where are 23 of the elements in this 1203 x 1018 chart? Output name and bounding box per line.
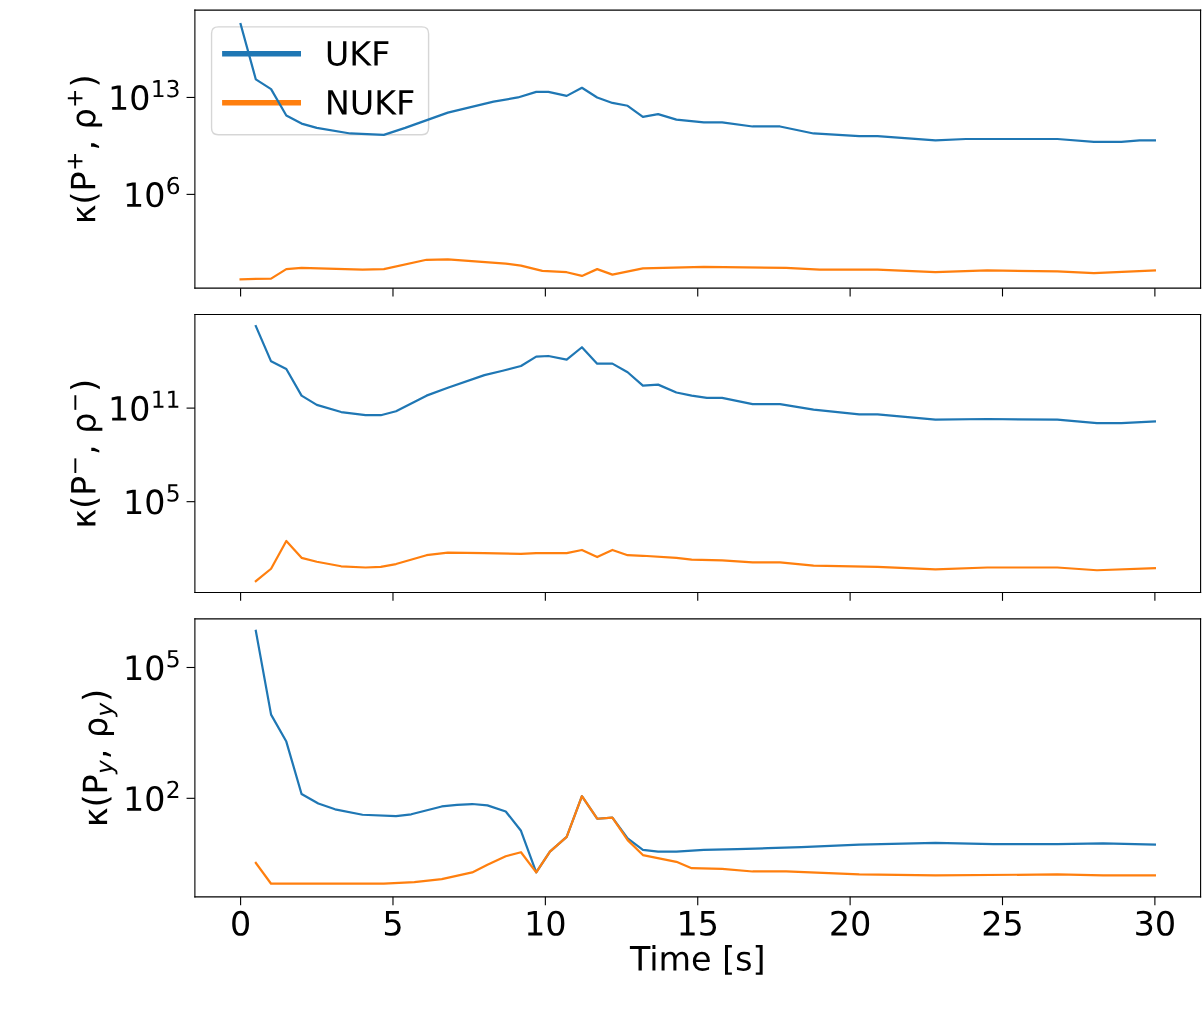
legend-label: UKF bbox=[327, 41, 389, 66]
x-tick-label: 5 bbox=[384, 911, 401, 936]
line-series bbox=[254, 325, 1156, 425]
legend-label: NUKF bbox=[328, 90, 414, 115]
line-series bbox=[239, 258, 1156, 281]
y-tick-label: 10$^{2}$ bbox=[126, 780, 179, 812]
y-tick-label: 10$^{5}$ bbox=[126, 484, 179, 515]
x-tick-label: 15 bbox=[680, 911, 717, 936]
x-tick-label: 25 bbox=[983, 910, 1021, 936]
line-series bbox=[254, 795, 1156, 885]
x-tick-label: 30 bbox=[1136, 910, 1174, 936]
y-tick-label: 10$^{13}$ bbox=[111, 79, 179, 111]
line-series bbox=[254, 539, 1156, 583]
x-axis-title: Time [s] bbox=[629, 945, 763, 975]
y-tick-label: 10$^{11}$ bbox=[111, 390, 179, 422]
x-tick-label: 10 bbox=[527, 910, 565, 936]
y-axis-title: κ(P$^{−}$, ρ$^{−}$) bbox=[70, 381, 103, 526]
x-tick-label: 20 bbox=[831, 910, 870, 936]
x-tick-label: 0 bbox=[232, 910, 249, 936]
y-tick-label: 10$^{6}$ bbox=[126, 176, 180, 208]
y-axis-title: κ(P$^{+}$, ρ$^{+}$) bbox=[67, 77, 103, 222]
y-tick-label: 10$^{5}$ bbox=[126, 650, 179, 681]
y-axis-title: κ(P$_{y}$, ρ$_{y}$) bbox=[81, 691, 118, 824]
